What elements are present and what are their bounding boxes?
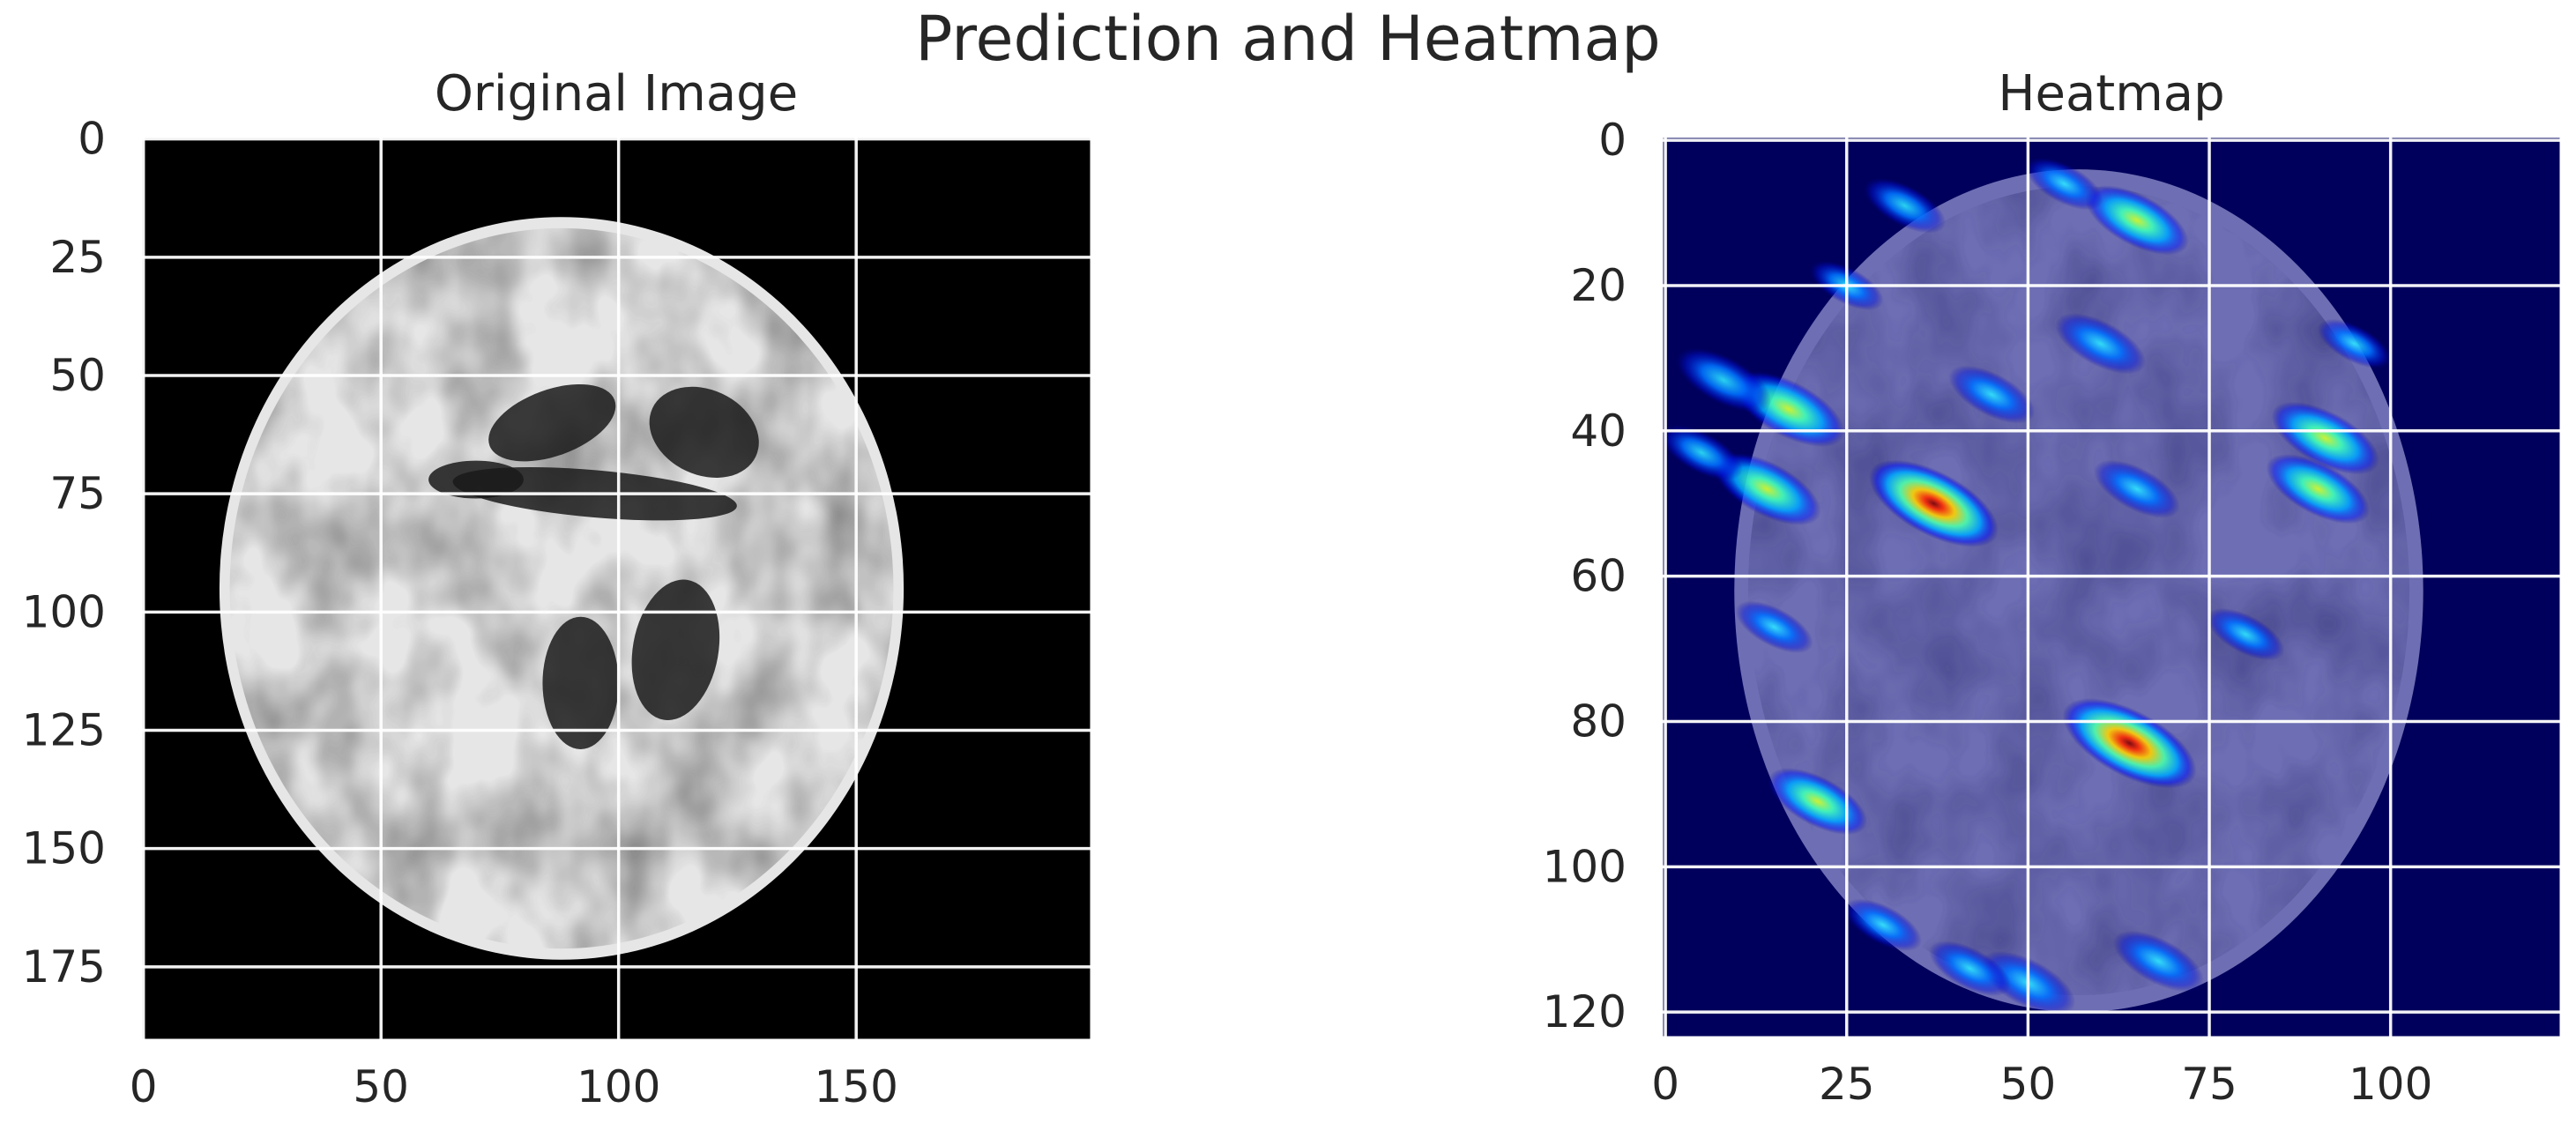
activation-hotspot (1929, 941, 2012, 997)
y-tick-label: 125 (22, 704, 106, 755)
activation-hotspot (1948, 365, 2036, 424)
y-tick-label: 50 (49, 350, 106, 401)
x-axis-heatmap: 0 25 50 75 100 (1651, 1059, 2432, 1110)
panel-original-image: Original Image 0 50 100 150 0 25 50 75 100 125 15… (22, 65, 1093, 1112)
y-axis-heatmap: 0 20 40 60 80 100 120 (1543, 115, 1627, 1037)
y-tick-label: 80 (1570, 695, 1627, 747)
panel-heatmap: Heatmap 0 25 50 75 100 0 20 40 60 80 100 120 (1543, 65, 2563, 1110)
activation-hotspot (2025, 157, 2103, 211)
y-tick-label: 100 (22, 586, 106, 637)
y-tick-label: 100 (1543, 841, 1627, 892)
ventricle (428, 460, 524, 499)
y-tick-label: 0 (1598, 115, 1627, 166)
activation-hotspot (2084, 185, 2189, 256)
y-tick-label: 40 (1570, 405, 1627, 457)
activation-hotspot (2207, 607, 2285, 661)
brain-texture (229, 227, 894, 949)
activation-hotspot (2113, 930, 2204, 993)
y-tick-label: 25 (49, 232, 106, 283)
activation-hotspot (1768, 768, 1868, 836)
y-tick-label: 0 (78, 114, 106, 165)
y-tick-label: 175 (22, 941, 106, 993)
activation-hotspot (1662, 425, 1743, 480)
x-tick-label: 0 (1651, 1059, 1679, 1110)
y-tick-label: 150 (22, 823, 106, 874)
image-area-original (141, 137, 1091, 1040)
panel-title-original: Original Image (435, 65, 798, 123)
image-area-heatmap (1662, 137, 2561, 1037)
activation-hotspot (1735, 600, 1813, 654)
x-tick-label: 150 (814, 1061, 897, 1112)
axes-frame (139, 135, 1093, 1042)
activation-hotspot (1843, 898, 1922, 951)
panel-title-heatmap: Heatmap (1998, 65, 2224, 123)
y-axis-original: 0 25 50 75 100 125 150 175 (22, 114, 106, 993)
activation-hotspot (1676, 347, 1771, 413)
axes-frame (1660, 135, 2563, 1039)
x-tick-label: 75 (2181, 1059, 2237, 1110)
ventricle (542, 616, 619, 749)
y-tick-label: 20 (1570, 260, 1627, 311)
activation-hotspot (1868, 459, 1999, 547)
figure-title: Prediction and Heatmap (915, 3, 1661, 75)
x-tick-label: 100 (577, 1061, 660, 1112)
x-tick-label: 50 (353, 1061, 409, 1112)
activation-hotspot (2055, 313, 2147, 375)
x-tick-label: 0 (130, 1061, 158, 1112)
ventricle (631, 579, 720, 720)
y-tick-label: 60 (1570, 551, 1627, 602)
x-axis-original: 0 50 100 150 (130, 1061, 898, 1112)
y-tick-label: 120 (1543, 986, 1627, 1037)
activation-hotspot (2271, 401, 2379, 475)
x-tick-label: 100 (2349, 1059, 2432, 1110)
y-tick-label: 75 (49, 468, 106, 519)
activation-hotspot (2093, 459, 2180, 518)
x-tick-label: 50 (2000, 1059, 2057, 1110)
brain-texture-overlay (1747, 186, 2410, 996)
ventricle (488, 383, 616, 462)
activation-hotspot (2266, 454, 2371, 524)
activation-hotspot (2317, 318, 2392, 368)
grid-original (139, 135, 1093, 1042)
x-tick-label: 25 (1819, 1059, 1875, 1110)
grid-heatmap (1660, 135, 2563, 1039)
activation-hotspot (1864, 177, 1947, 234)
ventricle (649, 386, 759, 479)
